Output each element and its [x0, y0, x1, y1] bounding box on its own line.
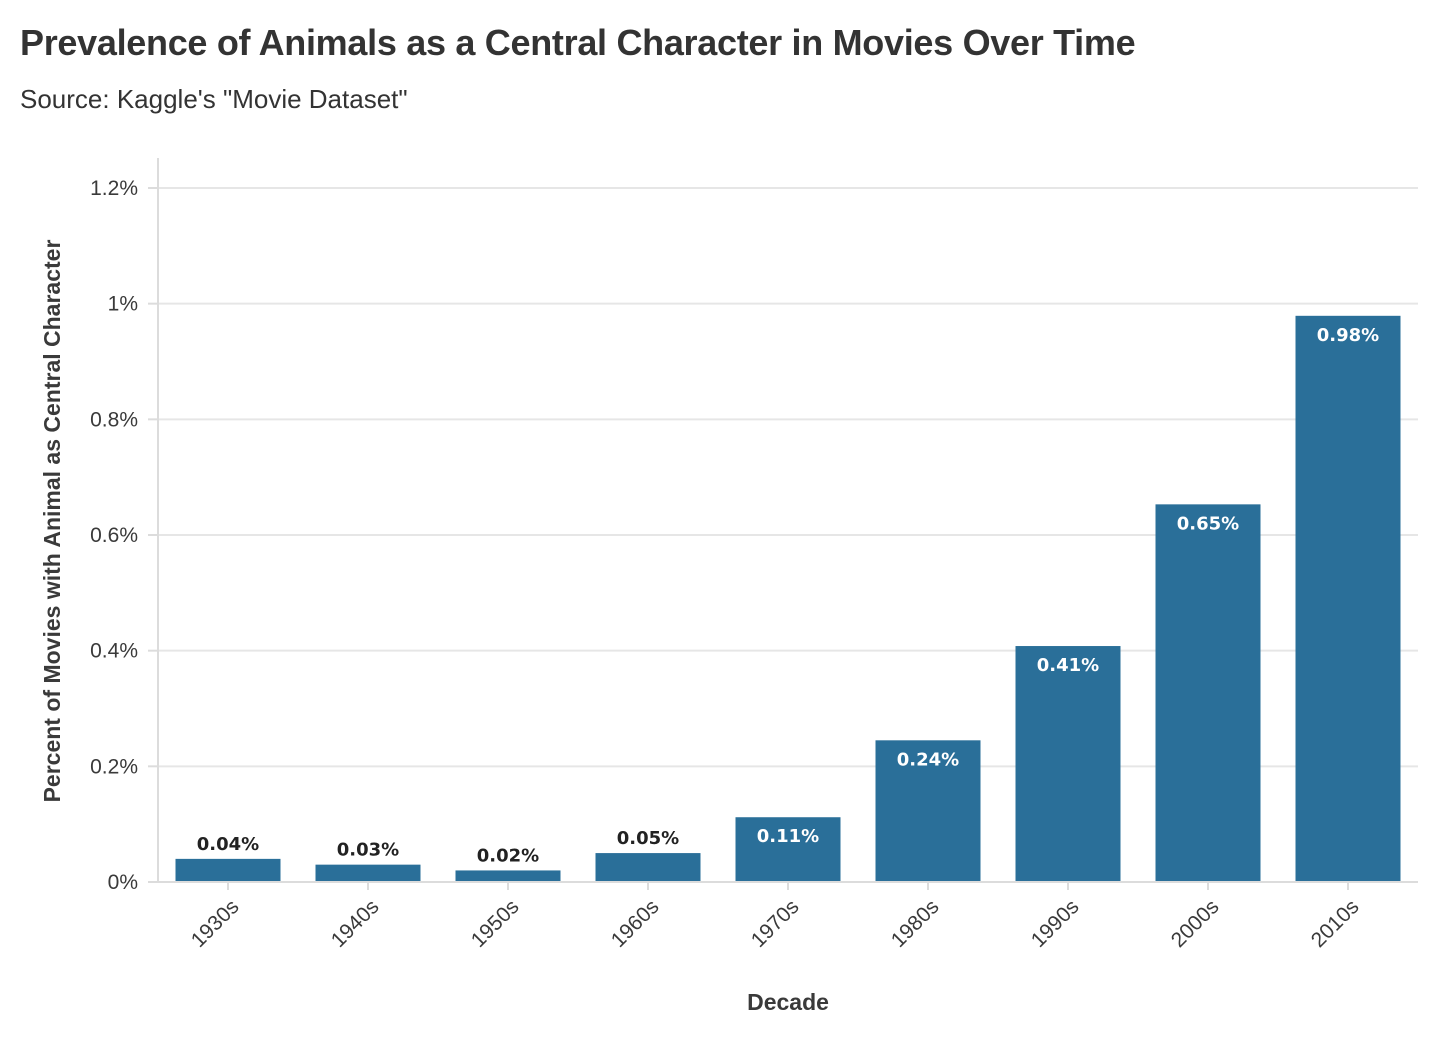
- y-tick-label: 0.6%: [90, 524, 138, 547]
- x-tick-label: 1970s: [747, 895, 804, 952]
- data-label: 0.65%: [1177, 513, 1239, 534]
- bars: [175, 315, 1401, 883]
- x-tick-label: 2000s: [1167, 895, 1224, 952]
- data-label: 0.98%: [1317, 325, 1379, 346]
- data-label: 0.02%: [477, 845, 539, 866]
- y-tick-label: 0.4%: [90, 640, 138, 663]
- chart-title: Prevalence of Animals as a Central Chara…: [20, 22, 1136, 63]
- x-tick-label: 1960s: [607, 895, 664, 952]
- bar-1970s: [735, 817, 841, 882]
- bar-1930s: [175, 858, 281, 882]
- data-label: 0.24%: [897, 749, 959, 770]
- x-tick-label: 1940s: [327, 895, 384, 952]
- y-axis-title: Percent of Movies with Animal as Central…: [39, 240, 65, 803]
- x-tick-labels: 1930s 1940s 1950s 1960s 1970s 1980s 1990s 2000s…: [187, 882, 1364, 952]
- data-label: 0.11%: [757, 826, 819, 847]
- bar-1960s: [595, 853, 701, 882]
- x-tick-label: 1980s: [887, 895, 944, 952]
- data-label: 0.04%: [197, 834, 259, 855]
- y-tick-label: 0.2%: [90, 755, 138, 778]
- bar-2010s: [1295, 315, 1401, 883]
- y-tick-label: 1.2%: [90, 177, 138, 200]
- data-labels: 0.04% 0.03% 0.02% 0.05% 0.11% 0.24% 0.41% 0.65%…: [197, 325, 1379, 867]
- chart-subtitle: Source: Kaggle's "Movie Dataset": [20, 84, 408, 114]
- bar-1940s: [315, 864, 421, 882]
- data-label: 0.03%: [337, 840, 399, 861]
- data-label: 0.05%: [617, 828, 679, 849]
- y-tick-label: 0.8%: [90, 408, 138, 431]
- y-tick-label: 0%: [108, 871, 138, 894]
- x-tick-label: 1990s: [1027, 895, 1084, 952]
- bar-1980s: [875, 740, 981, 882]
- y-tick-label: 1%: [108, 293, 138, 316]
- data-label: 0.41%: [1037, 655, 1099, 676]
- x-tick-label: 2010s: [1307, 895, 1364, 952]
- x-tick-label: 1930s: [187, 895, 244, 952]
- bar-2000s: [1155, 504, 1261, 882]
- bar-1950s: [455, 870, 561, 882]
- y-tick-labels: 0% 0.2% 0.4% 0.6% 0.8% 1% 1.2%: [90, 177, 158, 894]
- x-tick-label: 1950s: [467, 895, 524, 952]
- x-axis-title: Decade: [747, 989, 829, 1015]
- bar-1990s: [1015, 646, 1121, 882]
